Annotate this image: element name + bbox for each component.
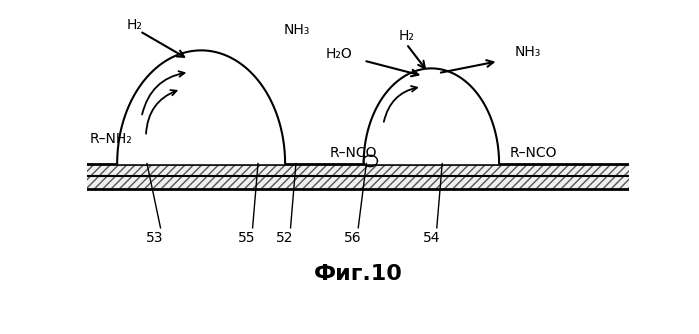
Text: R–NH₂: R–NH₂ <box>90 132 133 146</box>
Text: H₂: H₂ <box>127 18 143 31</box>
Text: H₂: H₂ <box>398 29 415 43</box>
Polygon shape <box>117 50 285 164</box>
Bar <box>87 164 629 189</box>
Text: Фиг.10: Фиг.10 <box>314 265 403 285</box>
Text: H₂O: H₂O <box>326 47 353 61</box>
Text: 53: 53 <box>146 231 164 245</box>
Text: 52: 52 <box>276 231 294 245</box>
Text: 55: 55 <box>238 231 256 245</box>
Text: R–NCO: R–NCO <box>330 146 377 160</box>
Text: 56: 56 <box>344 231 361 245</box>
Text: 54: 54 <box>423 231 440 245</box>
Text: NH₃: NH₃ <box>515 45 542 59</box>
Polygon shape <box>363 68 499 164</box>
Text: R–NCO: R–NCO <box>510 146 556 160</box>
Text: NH₃: NH₃ <box>284 23 310 37</box>
